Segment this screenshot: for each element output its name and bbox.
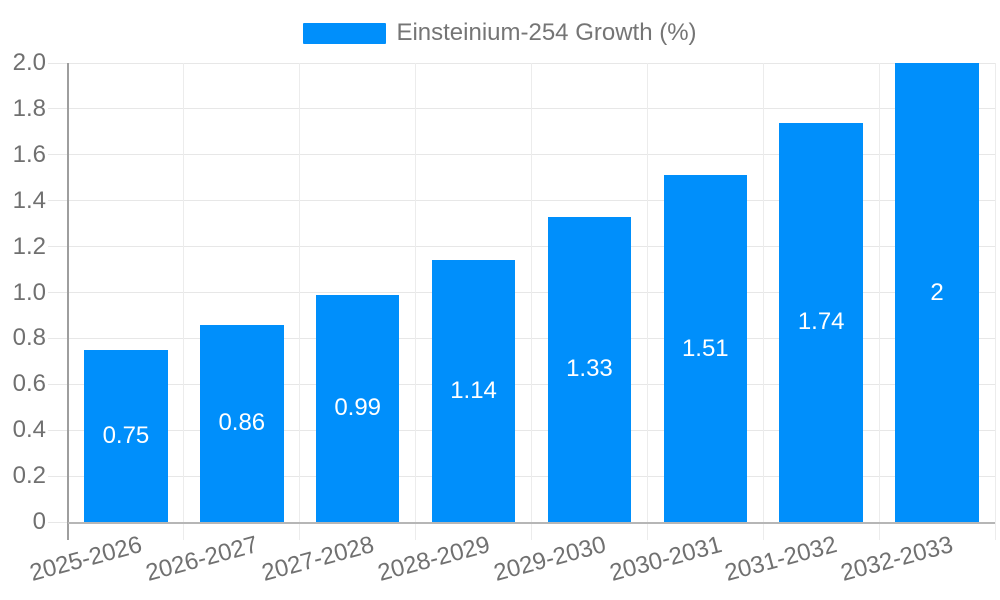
y-gridline — [48, 246, 995, 248]
x-axis-tick-label: 2026-2027 — [142, 531, 261, 587]
bar-value-label: 0.99 — [334, 394, 382, 422]
x-gridline — [878, 63, 880, 540]
bar[interactable]: 0.86 — [200, 324, 284, 522]
bar[interactable]: 0.75 — [84, 349, 168, 522]
y-gridline — [48, 292, 995, 293]
x-axis-tick-label: 2025-2026 — [27, 531, 145, 587]
x-gridline — [183, 63, 185, 540]
y-axis-tick-label: 2.0 — [12, 49, 46, 76]
x-axis-line — [68, 522, 995, 524]
y-axis-tick-label: 1.8 — [12, 94, 46, 122]
y-gridline — [48, 200, 995, 202]
x-axis-tick-label: 2027-2028 — [258, 531, 377, 587]
x-gridline — [415, 63, 417, 540]
bar[interactable]: 1.14 — [431, 260, 516, 522]
x-axis-tick-label: 2032-2033 — [838, 531, 957, 587]
bar[interactable]: 1.74 — [779, 122, 863, 522]
bar[interactable]: 1.33 — [547, 216, 632, 522]
y-gridline — [48, 154, 995, 156]
x-axis-tick-label: 2029-2030 — [490, 531, 609, 587]
y-axis-tick-label: 0.8 — [12, 324, 46, 352]
y-axis-tick-label: 0 — [32, 508, 46, 535]
y-gridline — [48, 337, 995, 339]
y-axis-tick-label: 0.2 — [12, 462, 46, 490]
legend-item[interactable]: Einsteinium-254 Growth (%) — [303, 19, 697, 46]
bar-value-label: 1.14 — [450, 377, 497, 405]
y-axis-tick-label: 1.4 — [12, 186, 46, 214]
x-gridline — [531, 63, 532, 540]
x-axis-tick-label: 2030-2031 — [606, 531, 725, 587]
y-gridline — [48, 62, 995, 64]
legend-swatch-icon — [303, 22, 387, 44]
bar-value-label: 1.51 — [681, 334, 729, 362]
x-gridline — [299, 63, 301, 540]
y-gridline — [48, 429, 995, 431]
x-axis-tick-label: 2028-2029 — [374, 531, 493, 587]
legend-label: Einsteinium-254 Growth (%) — [396, 19, 697, 46]
y-gridline — [48, 383, 995, 385]
bar[interactable]: 2 — [895, 63, 979, 522]
y-gridline — [48, 475, 995, 477]
bar-value-label: 1.74 — [797, 308, 845, 336]
bar[interactable]: 0.99 — [315, 294, 400, 522]
x-gridline — [994, 63, 996, 540]
y-axis-tick-label: 1.6 — [12, 140, 46, 168]
y-gridline — [48, 108, 995, 110]
y-axis-line — [67, 63, 69, 540]
y-axis-tick-label: 0.4 — [12, 416, 46, 444]
bar[interactable]: 1.51 — [663, 175, 748, 522]
y-axis-tick-label: 1.0 — [12, 278, 46, 306]
bar-value-label: 0.86 — [218, 409, 266, 437]
x-gridline — [646, 63, 648, 540]
bar-value-label: 2 — [930, 278, 944, 306]
legend: Einsteinium-254 Growth (%) — [0, 20, 1000, 46]
y-axis-tick-label: 1.2 — [12, 232, 46, 260]
y-axis-tick-label: 0.6 — [12, 370, 46, 398]
x-axis-tick-label: 2031-2032 — [722, 531, 841, 587]
bar-value-label: 0.75 — [102, 421, 150, 449]
x-gridline — [762, 63, 764, 540]
bar-value-label: 1.33 — [566, 355, 613, 383]
